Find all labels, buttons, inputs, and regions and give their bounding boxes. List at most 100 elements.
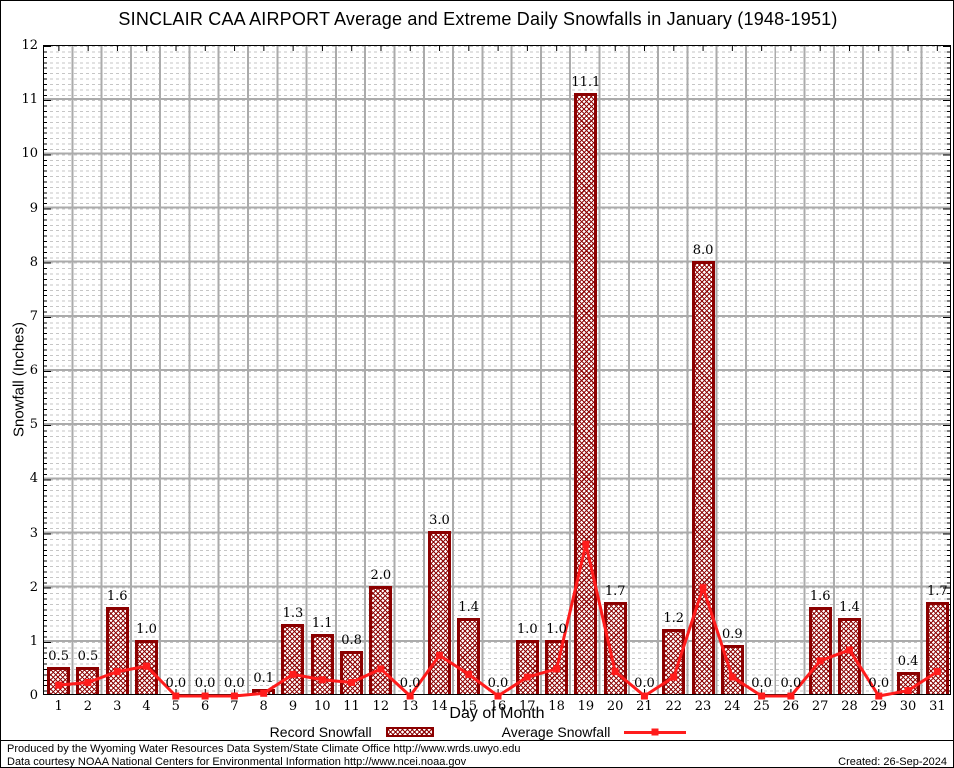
bar-value-label: 0.0 [780, 676, 802, 691]
bar-value-label: 1.6 [106, 589, 128, 604]
bar-value-label: 0.0 [165, 676, 187, 691]
average-marker-icon [143, 662, 151, 670]
x-tick-label: 5 [171, 699, 180, 714]
plot-area: Snowfall (Inches) 0.5 1 0.5 2 1.6 3 1.0 4 0.0 5 0.… [11, 39, 952, 714]
y-tick-label: 7 [29, 308, 38, 324]
bar-value-label: 0.4 [897, 654, 919, 669]
average-marker-icon [640, 692, 648, 700]
y-tick-label: 4 [29, 471, 38, 487]
footer-courtesy-text: Data courtesy NOAA National Centers for … [7, 756, 467, 768]
x-tick-label: 16 [489, 699, 507, 714]
average-marker-icon [582, 540, 590, 548]
y-tick-label: 0 [29, 688, 38, 703]
x-tick-label: 4 [142, 699, 151, 714]
record-bar [369, 586, 393, 694]
average-marker-icon [55, 681, 63, 689]
x-tick-label: 19 [577, 699, 595, 714]
x-tick-label: 1 [54, 699, 63, 714]
x-axis-label: Day of Month [449, 705, 545, 722]
bar-value-label: 0.0 [224, 676, 245, 691]
y-tick-label: 11 [21, 92, 38, 108]
bar-value-label: 0.5 [77, 649, 99, 664]
average-marker-icon [523, 673, 531, 681]
y-tick-label: 6 [29, 363, 38, 378]
y-tick-label: 2 [29, 579, 38, 595]
average-marker-icon [318, 676, 326, 684]
bar-value-label: 1.7 [927, 584, 948, 599]
bar-value-label: 0.0 [868, 676, 890, 691]
y-tick-label: 12 [21, 38, 38, 53]
average-marker-icon [787, 692, 795, 700]
bar-value-label: 0.0 [399, 676, 421, 691]
chart-title: SINCLAIR CAA AIRPORT Average and Extreme… [118, 9, 838, 29]
x-tick-label: 2 [83, 699, 93, 714]
footer-created-date: Created: 26-Sep-2024 [838, 756, 947, 768]
x-tick-label: 11 [343, 699, 360, 714]
bar-value-label: 0.8 [341, 633, 362, 648]
bar-value-label: 1.1 [311, 616, 333, 631]
y-tick-label: 8 [29, 254, 38, 270]
x-tick-label: 26 [782, 699, 800, 714]
bar-value-label: 1.0 [546, 622, 567, 637]
bar-value-label: 0.9 [721, 627, 743, 642]
bar-value-label: 1.2 [663, 611, 685, 626]
x-tick-label: 28 [841, 699, 858, 714]
bar-value-label: 0.1 [253, 671, 275, 686]
x-tick-label: 3 [113, 699, 122, 714]
y-tick-label: 5 [29, 417, 38, 433]
average-marker-icon [728, 673, 736, 681]
average-marker-icon [758, 692, 766, 700]
average-marker-icon [113, 668, 121, 676]
average-marker-icon [172, 692, 180, 700]
average-marker-icon [670, 673, 678, 681]
average-marker-icon [406, 692, 414, 700]
average-marker-icon [465, 670, 473, 678]
x-tick-label: 15 [460, 699, 477, 714]
legend-average-marker-icon [651, 728, 659, 736]
x-tick-label: 9 [288, 699, 298, 714]
bar-value-label: 1.4 [458, 600, 480, 615]
footer-separator [1, 740, 953, 741]
legend-record-swatch [385, 727, 434, 737]
y-tick-label: 9 [29, 200, 38, 216]
average-marker-icon [816, 657, 824, 665]
record-bar [574, 93, 598, 694]
legend-average-label: Average Snowfall [501, 724, 611, 740]
y-tick-label: 1 [29, 633, 38, 649]
y-tick-label: 10 [21, 146, 38, 162]
average-marker-icon [84, 678, 92, 686]
record-bar [340, 651, 364, 694]
bar-value-label: 1.6 [809, 589, 831, 604]
record-bar [691, 261, 715, 694]
average-marker-icon [494, 692, 502, 700]
x-tick-label: 6 [200, 699, 210, 714]
bar-value-label: 0.0 [751, 676, 772, 691]
average-marker-icon [377, 665, 385, 673]
x-tick-label: 14 [431, 699, 448, 714]
average-marker-icon [260, 689, 268, 697]
bar-value-label: 1.0 [136, 622, 157, 637]
footer-producer-text: Produced by the Wyoming Water Resources … [7, 743, 521, 755]
average-marker-icon [875, 692, 883, 700]
x-tick-label: 10 [313, 699, 331, 714]
x-tick-label: 27 [811, 699, 829, 714]
average-marker-icon [348, 678, 356, 686]
x-tick-label: 25 [753, 699, 770, 714]
average-marker-icon [933, 668, 941, 676]
bar-value-label: 0.5 [48, 649, 69, 664]
x-tick-label: 21 [636, 699, 653, 714]
x-tick-label: 29 [870, 699, 888, 714]
x-tick-label: 7 [230, 699, 239, 714]
x-tick-label: 18 [548, 699, 565, 714]
average-line [58, 542, 939, 698]
x-tick-label: 30 [899, 699, 917, 714]
x-tick-label: 24 [724, 699, 741, 714]
y-tick-label: 3 [29, 525, 38, 541]
bar-value-label: 11.1 [571, 75, 601, 90]
average-marker-icon [699, 584, 707, 592]
bar-value-label: 0.0 [487, 676, 509, 691]
bar-value-label: 2.0 [370, 568, 392, 583]
record-bar [837, 618, 861, 694]
bar-value-label: 0.0 [194, 676, 216, 691]
x-tick-label: 20 [606, 699, 624, 714]
